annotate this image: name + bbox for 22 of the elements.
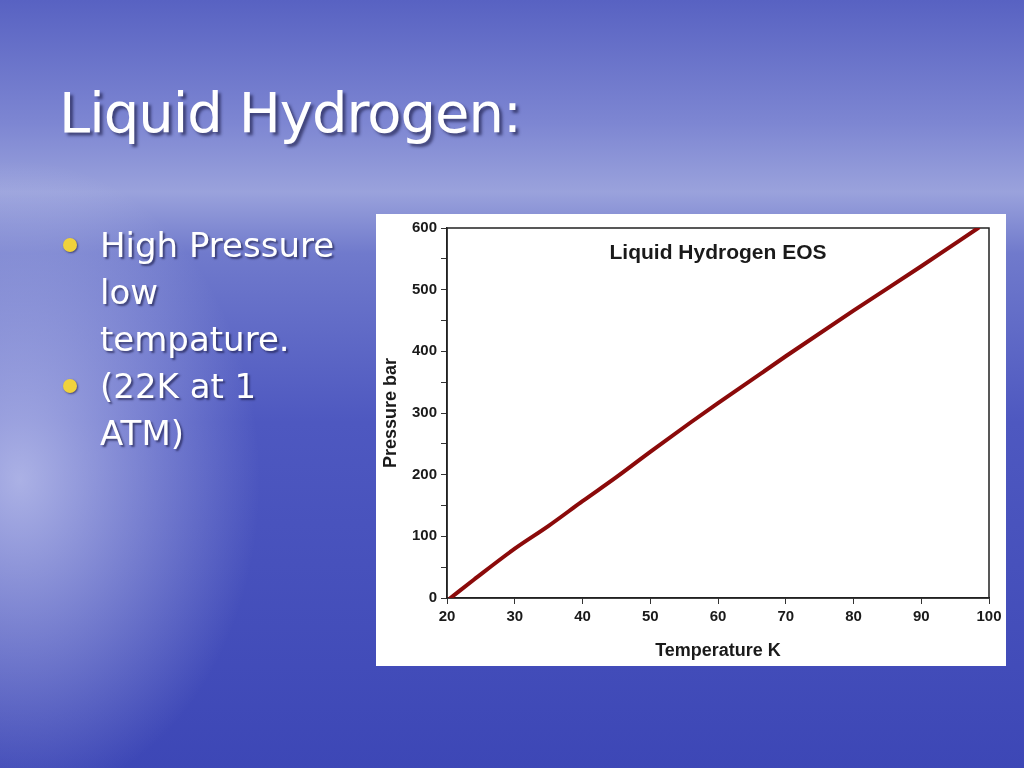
y-tick-label: 300 <box>411 403 437 421</box>
y-axis-title: Pressure bar <box>379 357 400 469</box>
x-tick-label: 80 <box>845 607 862 625</box>
x-tick-label: 100 <box>976 607 1002 625</box>
y-tick-label: 200 <box>411 464 437 482</box>
y-tick-label: 100 <box>411 526 437 544</box>
y-tick-label: 0 <box>428 588 437 606</box>
x-tick-label: 20 <box>438 607 456 625</box>
x-axis-title: Temperature K <box>655 640 781 661</box>
x-tick-label: 40 <box>574 607 591 625</box>
x-tick-label: 70 <box>777 607 795 625</box>
text: (22K at 1 ATM) <box>100 366 257 453</box>
text: High Pressure low tempature. <box>100 225 335 359</box>
x-tick-label: 90 <box>912 607 930 625</box>
chart-title: Liquid Hydrogen: <box>59 80 521 145</box>
y-tick-label: 500 <box>411 279 437 297</box>
x-tick-label: 50 <box>641 607 659 625</box>
x-tick-label: 30 <box>506 607 524 625</box>
x-tick-label: 60 <box>709 607 727 625</box>
text: Liquid Hydrogen EOS <box>609 240 827 263</box>
y-tick-label: 400 <box>411 341 437 359</box>
y-tick-label: 600 <box>411 218 437 236</box>
